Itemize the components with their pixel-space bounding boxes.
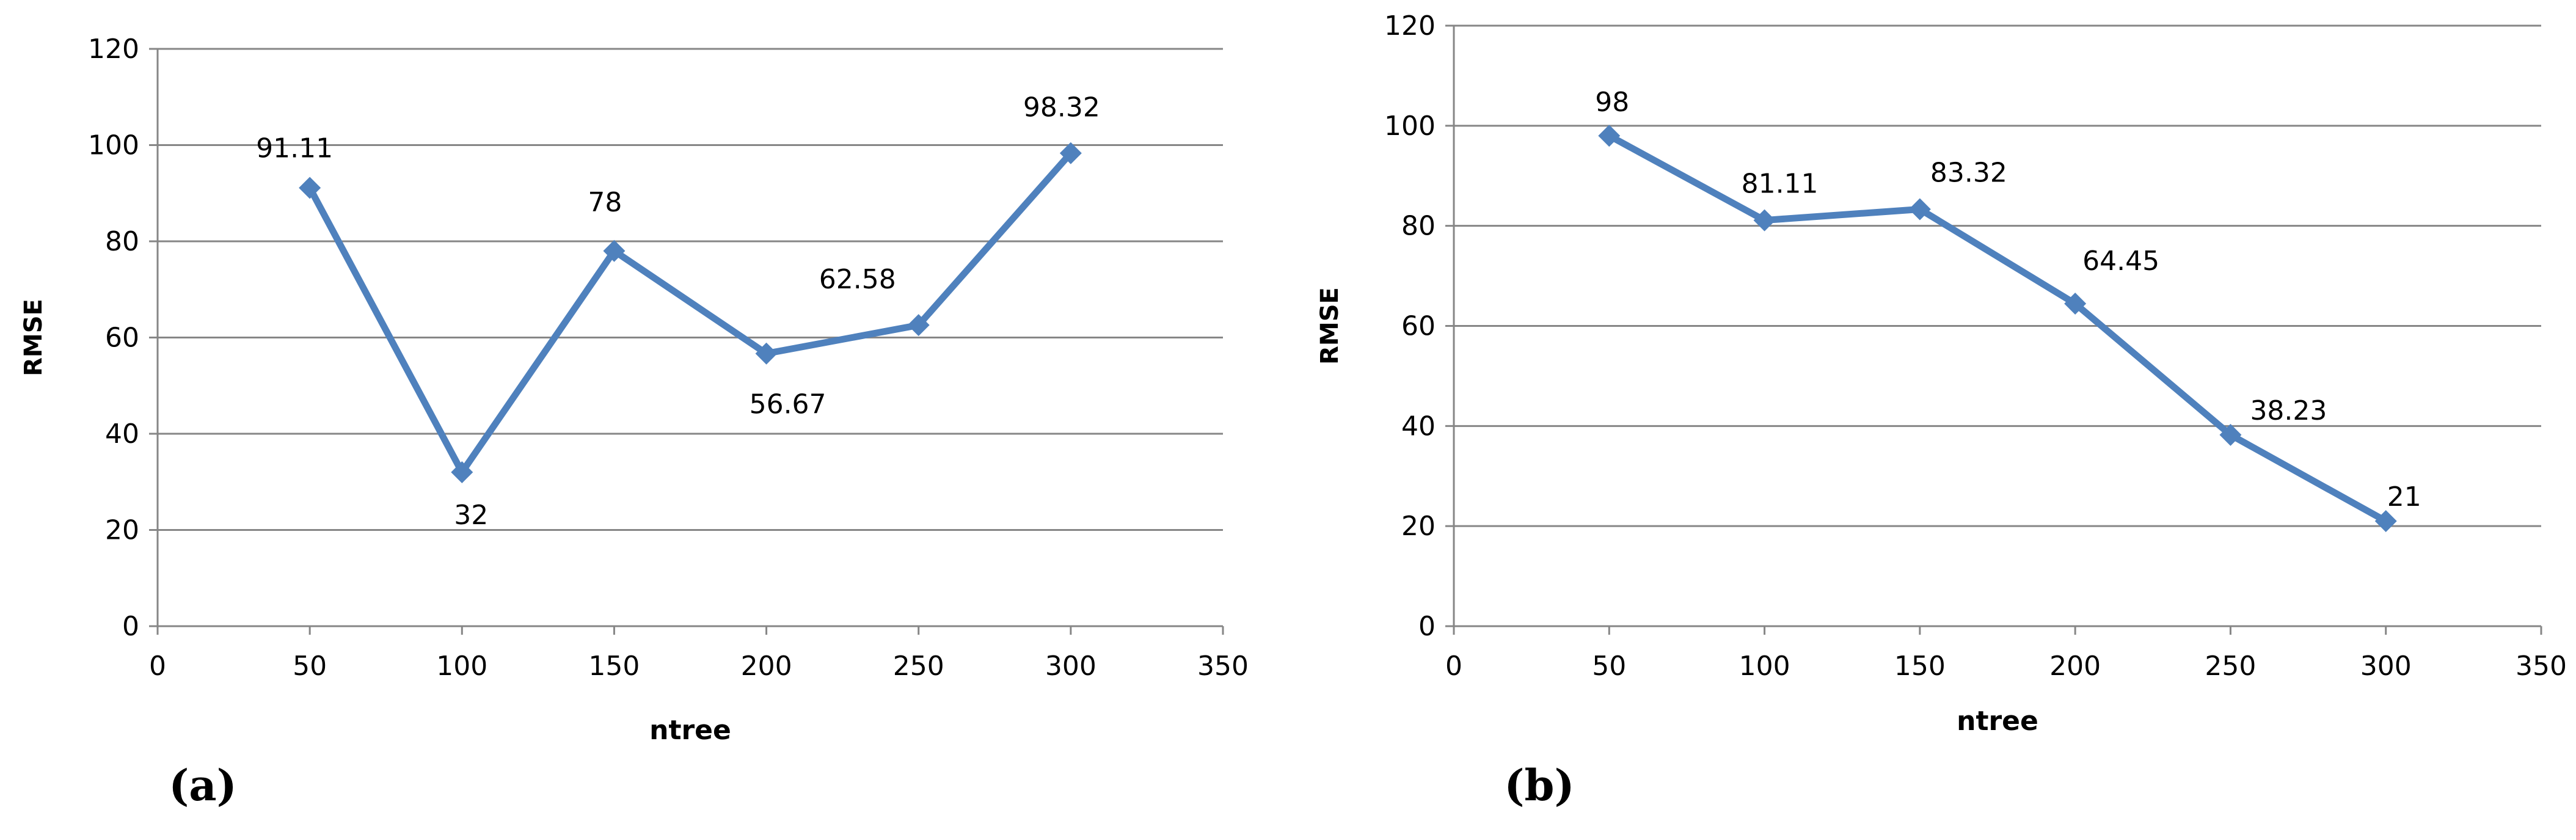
y-tick-label: 0 [122, 611, 139, 642]
data-label: 32 [454, 500, 488, 531]
x-tick-label: 300 [2360, 651, 2412, 682]
y-tick-label: 120 [88, 34, 139, 65]
x-tick-label: 150 [1894, 651, 1946, 682]
y-tick-label: 40 [105, 418, 139, 450]
x-tick-label: 200 [741, 651, 792, 682]
data-point-marker [603, 239, 626, 262]
data-point-marker [2064, 293, 2087, 315]
panel-label: (b) [1504, 760, 1574, 811]
data-point-marker [2219, 423, 2242, 446]
data-label: 81.11 [1742, 169, 1819, 200]
x-tick-label: 0 [1445, 651, 1462, 682]
data-label: 98 [1595, 87, 1629, 118]
data-point-marker [2374, 509, 2397, 532]
data-point-marker [1908, 198, 1931, 221]
data-label: 38.23 [2250, 395, 2327, 426]
x-tick-label: 50 [293, 651, 327, 682]
x-tick-label: 100 [1739, 651, 1790, 682]
series-line [306, 150, 1075, 476]
x-axis-title: ntree [1957, 706, 2038, 737]
data-point-marker [1753, 209, 1776, 232]
data-label: 91.11 [256, 133, 333, 164]
x-tick-label: 100 [436, 651, 487, 682]
y-tick-label: 20 [105, 515, 139, 546]
x-tick-label: 150 [588, 651, 640, 682]
panel-label: (a) [169, 760, 237, 811]
data-label: 83.32 [1930, 157, 2007, 188]
y-axis-title: RMSE [1316, 287, 1344, 365]
y-tick-label: 0 [1418, 611, 1436, 642]
x-tick-label: 300 [1045, 651, 1096, 682]
chart-panel-b: 0 20 40 60 80 100 120 0 50 100 150 200 250 300 350 ntre… [1316, 10, 2567, 811]
data-point-marker [299, 177, 321, 199]
data-point-marker [755, 342, 778, 365]
data-point-marker [1059, 142, 1082, 164]
data-label: 78 [588, 187, 622, 218]
y-tick-label: 80 [105, 226, 139, 257]
data-label: 64.45 [2082, 246, 2159, 277]
y-tick-label: 60 [105, 323, 139, 354]
x-tick-label: 50 [1592, 651, 1626, 682]
data-point-marker [907, 314, 930, 337]
y-axis-title: RMSE [20, 299, 48, 376]
y-tick-label: 120 [1384, 10, 1436, 42]
x-tick-label: 250 [893, 651, 944, 682]
y-tick-label: 20 [1401, 511, 1436, 542]
series-line [1605, 132, 2390, 525]
chart-panel-a: 0 20 40 60 80 100 120 0 50 100 150 200 250 300 350 ntre… [20, 34, 1249, 811]
x-tick-label: 350 [1197, 651, 1249, 682]
data-point-marker [451, 461, 473, 483]
y-tick-label: 100 [88, 130, 139, 161]
x-tick-label: 0 [149, 651, 166, 682]
y-tick-label: 100 [1384, 111, 1436, 142]
x-tick-label: 250 [2205, 651, 2256, 682]
data-label: 21 [2387, 481, 2421, 513]
x-axis-title: ntree [649, 715, 731, 746]
y-tick-label: 60 [1401, 311, 1436, 342]
data-label: 98.32 [1023, 92, 1100, 123]
y-tick-label: 80 [1401, 211, 1436, 242]
data-label: 56.67 [750, 389, 826, 420]
data-point-marker [1598, 125, 1621, 147]
x-tick-label: 350 [2516, 651, 2567, 682]
x-tick-label: 200 [2049, 651, 2101, 682]
data-label: 62.58 [819, 264, 896, 295]
y-tick-label: 40 [1401, 411, 1436, 442]
